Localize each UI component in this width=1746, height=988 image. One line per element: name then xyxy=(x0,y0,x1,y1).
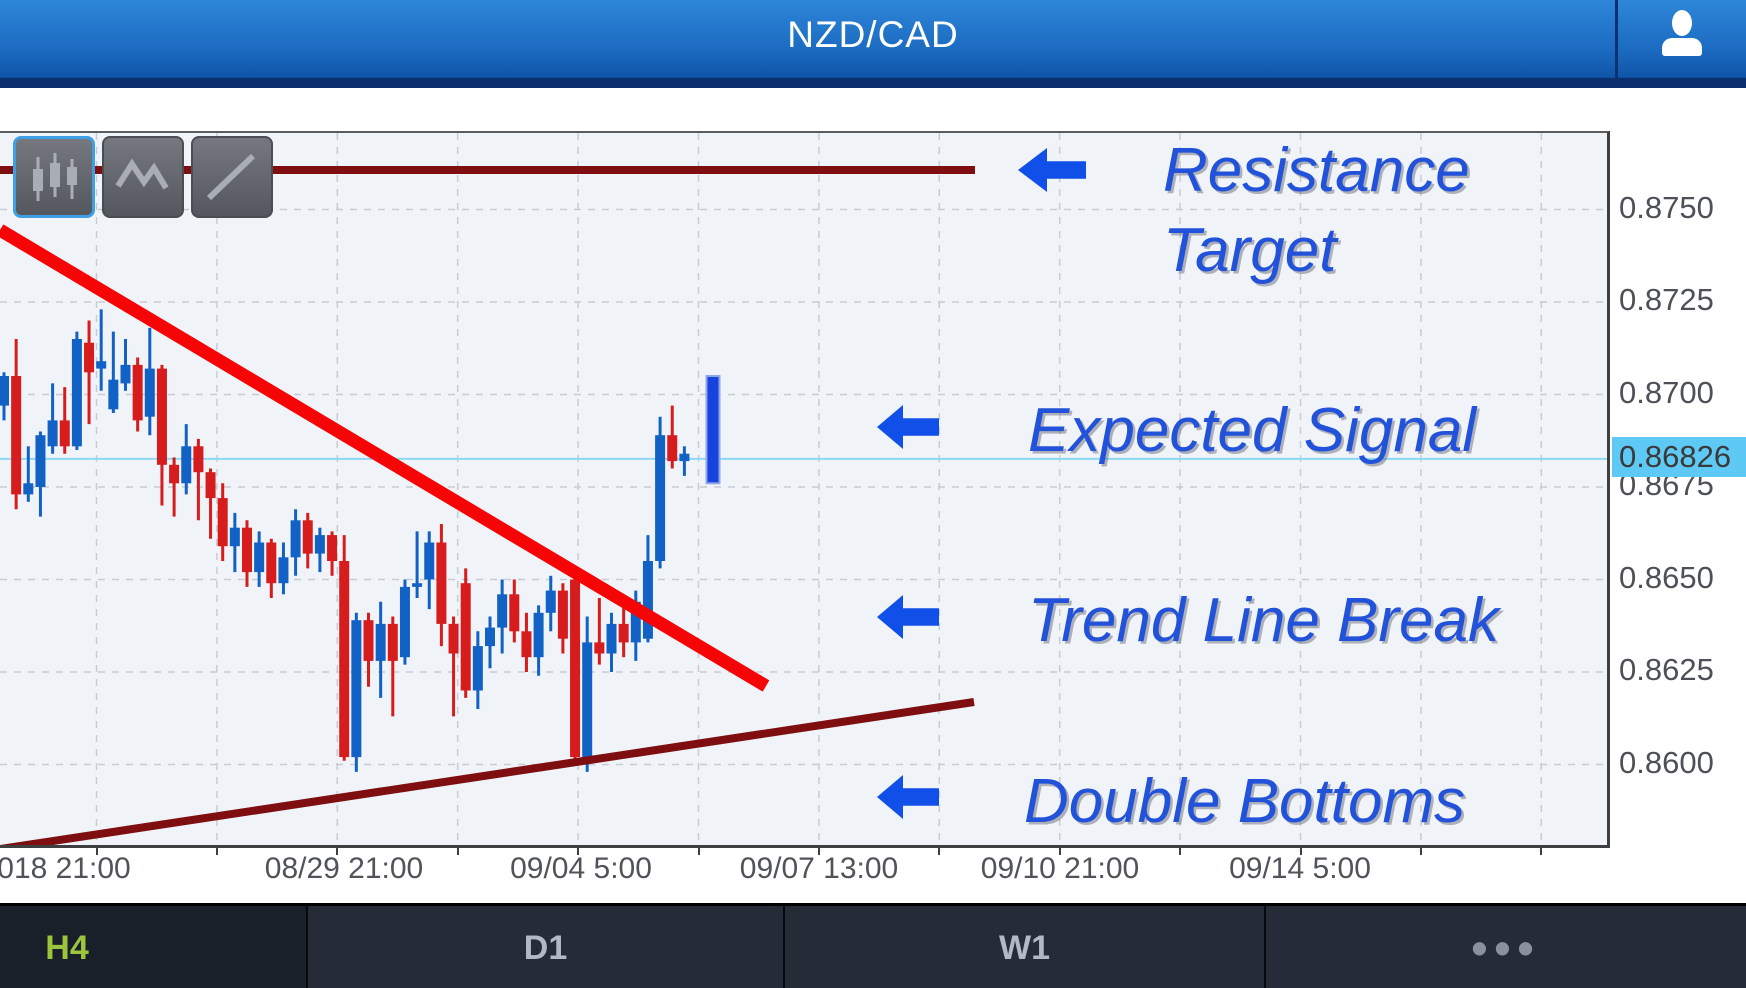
date-axis-label: 08/29 21:00 xyxy=(264,852,424,885)
top-app-bar: NZD/CAD xyxy=(0,0,1746,88)
axis-tick xyxy=(697,846,700,855)
left-arrow-icon xyxy=(1018,148,1086,192)
left-arrow-icon xyxy=(877,775,939,819)
price-chart[interactable] xyxy=(0,131,1610,848)
candlestick-chart-button[interactable] xyxy=(13,136,95,218)
axis-tick xyxy=(1540,846,1543,855)
axis-tick xyxy=(1058,846,1061,855)
user-account-button[interactable] xyxy=(1618,0,1746,80)
date-axis-label: 09/14 5:00 xyxy=(1229,852,1371,885)
date-axis-label: 09/10 21:00 xyxy=(980,852,1140,885)
axis-tick xyxy=(817,846,820,855)
timeframe-w1[interactable]: W1 xyxy=(785,906,1266,988)
left-arrow-icon xyxy=(877,595,939,639)
axis-tick xyxy=(336,846,339,855)
left-arrow-icon xyxy=(877,405,939,449)
trend-line-tool-button[interactable] xyxy=(191,136,273,218)
chart-annotation-label: Expected Signal xyxy=(1028,396,1477,465)
person-icon xyxy=(1662,10,1702,58)
axis-tick xyxy=(1419,846,1422,855)
diagonal-line-icon xyxy=(206,153,256,201)
axis-tick xyxy=(577,846,580,855)
zigzag-line-icon xyxy=(115,158,169,190)
price-axis-label: 0.8700 xyxy=(1619,374,1714,410)
axis-tick xyxy=(938,846,941,855)
price-axis-label: 0.8625 xyxy=(1619,652,1714,687)
current-price-tag: 0.86826 xyxy=(1612,437,1746,477)
timeframe-d1[interactable]: D1 xyxy=(308,906,785,988)
price-axis-label: 0.8600 xyxy=(1619,744,1714,780)
timeframe-h4[interactable]: H4 xyxy=(0,906,308,988)
date-axis-label: 018 21:00 xyxy=(0,852,131,885)
candlestick-icon xyxy=(33,153,77,201)
axis-tick xyxy=(215,846,218,855)
date-axis-label: 09/07 13:00 xyxy=(739,852,899,885)
axis-tick xyxy=(1299,846,1302,855)
line-chart-button[interactable] xyxy=(102,136,184,218)
symbol-title: NZD/CAD xyxy=(787,14,959,55)
axis-tick xyxy=(95,846,98,855)
chart-annotation-label: Target xyxy=(1163,216,1337,285)
timeframe-bar: H4 D1 W1 ••• xyxy=(0,903,1746,988)
axis-tick xyxy=(456,846,459,855)
price-axis-label: 0.8750 xyxy=(1619,189,1714,225)
date-axis-label: 09/04 5:00 xyxy=(510,852,652,885)
chart-annotation-label: Trend Line Break xyxy=(1028,586,1499,655)
chart-annotation-label: Double Bottoms xyxy=(1024,767,1466,836)
price-axis-label: 0.8650 xyxy=(1619,559,1714,595)
axis-tick xyxy=(1179,846,1182,855)
chart-annotation-label: Resistance xyxy=(1163,136,1470,205)
price-axis-label: 0.8725 xyxy=(1619,282,1714,317)
more-options-button[interactable]: ••• xyxy=(1266,906,1746,988)
ellipsis-icon: ••• xyxy=(1471,922,1541,974)
topbar-divider xyxy=(1615,0,1618,80)
